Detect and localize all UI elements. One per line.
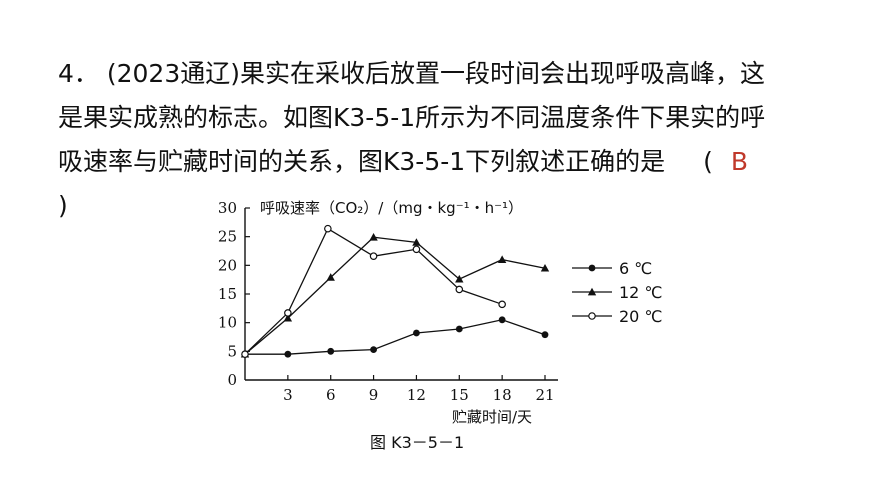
data-point <box>241 350 249 359</box>
legend-marker <box>588 312 596 320</box>
series-2 <box>240 233 550 358</box>
question-line-2: 是果实成熟的标志。如图K3-5-1所示为不同温度条件下果实的呼 <box>58 103 766 132</box>
data-point <box>455 274 464 283</box>
legend-label: 6 ℃ <box>619 259 652 278</box>
series-line <box>244 227 503 355</box>
x-tick-label: 9 <box>369 386 379 404</box>
data-point <box>283 313 293 322</box>
legend-marker <box>588 264 596 272</box>
y-axis-label: 呼吸速率（CO₂）/（mg・kg⁻¹・h⁻¹） <box>260 199 523 217</box>
answer-choice: B <box>730 147 749 176</box>
y-tick-label: 25 <box>218 228 237 246</box>
figure: 0 5 10 15 20 25 30 3 6 9 12 15 18 21 6 ℃ 12 ℃ 20 ℃ 呼吸速… <box>200 190 680 455</box>
data-point <box>327 347 335 355</box>
data-point <box>369 252 378 260</box>
legend: 6 ℃ 12 ℃ 20 ℃ <box>572 259 662 326</box>
legend-item: 6 ℃ <box>572 259 652 278</box>
answer-paren-open: ( <box>703 147 713 176</box>
y-tick-label: 5 <box>227 342 237 360</box>
x-ticks: 3 6 9 12 15 18 21 <box>283 375 555 404</box>
legend-label: 12 ℃ <box>619 283 662 302</box>
data-point <box>369 233 378 241</box>
data-point <box>284 309 292 317</box>
series-line <box>244 236 546 355</box>
data-point <box>498 316 506 324</box>
x-tick-label: 6 <box>326 386 336 404</box>
data-point <box>326 273 335 281</box>
x-tick-label: 21 <box>535 386 554 404</box>
answer-paren-close: ) <box>58 191 68 220</box>
figure-caption: 图 K3－5－1 <box>370 433 464 452</box>
question-line-3-text: 吸速率与贮藏时间的关系，图K3-5-1下列叙述正确的是 <box>58 147 666 176</box>
data-point <box>540 264 550 272</box>
y-ticks: 0 5 10 15 20 25 30 <box>218 199 250 389</box>
series-3 <box>241 224 506 359</box>
legend-item: 20 ℃ <box>572 307 662 326</box>
data-point <box>284 350 292 358</box>
x-tick-label: 3 <box>283 386 293 404</box>
legend-label: 20 ℃ <box>619 307 662 326</box>
series-layer <box>240 224 550 359</box>
x-axis-label: 贮藏时间/天 <box>452 408 532 426</box>
x-tick-label: 12 <box>407 386 426 404</box>
x-tick-label: 18 <box>493 386 512 404</box>
y-tick-label: 0 <box>227 371 237 389</box>
data-point <box>370 346 377 354</box>
y-tick-label: 15 <box>218 285 237 303</box>
legend-marker <box>587 287 597 296</box>
data-point <box>455 285 464 294</box>
data-point <box>455 325 463 333</box>
data-point <box>324 224 332 233</box>
question-text: 4． (2023通辽)果实在采收后放置一段时间会出现呼吸高峰，这 是果实成熟的标… <box>58 52 838 228</box>
data-point <box>498 300 506 309</box>
data-point <box>497 255 507 263</box>
question-line-3: 吸速率与贮藏时间的关系，图K3-5-1下列叙述正确的是 ( B <box>58 140 838 184</box>
respiration-rate-chart: 0 5 10 15 20 25 30 3 6 9 12 15 18 21 6 ℃ 12 ℃ 20 ℃ 呼吸速… <box>218 199 663 452</box>
series-1 <box>241 316 549 358</box>
data-point <box>412 238 421 246</box>
y-tick-label: 10 <box>218 314 237 332</box>
question-line-1: 4． (2023通辽)果实在采收后放置一段时间会出现呼吸高峰，这 <box>58 59 765 88</box>
data-point <box>412 245 421 254</box>
y-tick-label: 20 <box>218 256 237 274</box>
x-tick-label: 15 <box>450 386 469 404</box>
y-tick-label: 30 <box>218 199 237 217</box>
series-line <box>245 319 546 355</box>
data-point <box>413 329 420 337</box>
data-point <box>541 331 549 339</box>
legend-item: 12 ℃ <box>572 283 662 302</box>
